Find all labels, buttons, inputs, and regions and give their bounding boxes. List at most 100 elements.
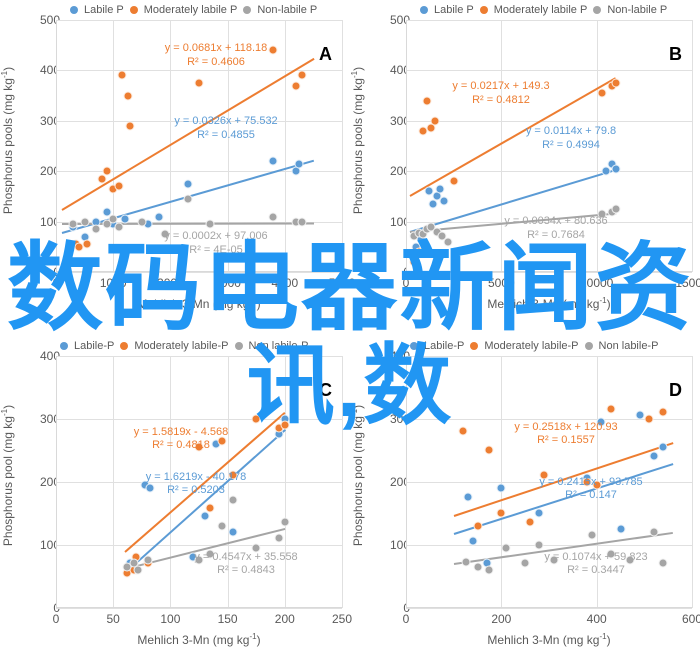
x-axis-label: Mehlich 3-Mn (mg kg-1) [56, 296, 342, 311]
data-point [275, 534, 284, 543]
data-point [611, 205, 620, 214]
xtick: 1000 [88, 276, 138, 290]
ytick: 100 [20, 215, 60, 229]
data-point [430, 116, 439, 125]
x-axis-label: Mehlich 3-Mn (mg kg-1) [406, 632, 692, 647]
legend: Labile PModerately labile PNon-labile P [420, 4, 667, 16]
xtick: 200 [476, 612, 526, 626]
equation-label: y = 1.6219x - 40.178R² = 0.5203 [131, 471, 261, 499]
data-point [497, 509, 506, 518]
y-axis-label: Phosphorus pools (mg kg-1) [350, 50, 366, 230]
equation-label: y = 0.0681x + 118.18R² = 0.4606 [151, 42, 281, 70]
ytick: 200 [370, 475, 410, 489]
data-point [123, 91, 132, 100]
legend-label: Labile-P [424, 340, 464, 352]
legend-dot-icon [470, 342, 478, 350]
equation-label: y = 0.0326x + 75.532R² = 0.4855 [161, 115, 291, 143]
xtick: 10000 [572, 276, 622, 290]
legend-dot-icon [480, 6, 488, 14]
xtick: 5000 [476, 276, 526, 290]
data-point [468, 537, 477, 546]
panel-A: 0100200300400500010002000300040005000y =… [0, 0, 350, 335]
chart-grid: 0100200300400500010002000300040005000y =… [0, 0, 700, 671]
legend: Labile-P Moderately labile-P Non labile-P [410, 340, 658, 352]
panel-letter: B [669, 44, 682, 65]
legend-dot-icon [70, 6, 78, 14]
ytick: 300 [20, 114, 60, 128]
equation-label: y = 0.0217x + 149.3R² = 0.4812 [436, 80, 566, 108]
y-axis-label: Phosphorus pool (mg kg-1) [0, 386, 16, 566]
legend: Labile-PModerately labile-PNon labile-P [60, 340, 308, 352]
data-point [525, 518, 534, 527]
data-point [297, 71, 306, 80]
ytick: 300 [20, 412, 60, 426]
data-point [292, 81, 301, 90]
y-axis-label: Phosphorus pool (mg kg-1) [350, 386, 366, 566]
ytick: 100 [20, 538, 60, 552]
legend-label: Non labile-P [599, 340, 659, 352]
data-point [611, 79, 620, 88]
equation-label: y = 0.4547x + 35.558R² = 0.4843 [181, 551, 311, 579]
legend-label: Labile-P [74, 340, 114, 352]
ytick: 500 [370, 13, 410, 27]
xtick: 0 [381, 276, 431, 290]
legend-label: Moderately labile P [144, 4, 238, 16]
data-point [645, 414, 654, 423]
data-point [83, 240, 92, 249]
panel-B: 0100200300400500050001000015000y = 0.021… [350, 0, 700, 335]
data-point [103, 167, 112, 176]
data-point [280, 420, 289, 429]
ytick: 400 [370, 63, 410, 77]
data-point [587, 531, 596, 540]
ytick: 200 [20, 164, 60, 178]
equation-label: y = 0.2518x + 120.93R² = 0.1557 [501, 421, 631, 449]
data-point [436, 184, 445, 193]
data-point [485, 446, 494, 455]
data-point [269, 157, 278, 166]
data-point [195, 79, 204, 88]
data-point [117, 71, 126, 80]
xtick: 0 [381, 612, 431, 626]
legend-dot-icon [130, 6, 138, 14]
xtick: 150 [203, 612, 253, 626]
data-point [473, 521, 482, 530]
ytick: 400 [20, 63, 60, 77]
data-point [502, 543, 511, 552]
legend-dot-icon [120, 342, 128, 350]
data-point [535, 509, 544, 518]
data-point [154, 212, 163, 221]
legend-dot-icon [420, 6, 428, 14]
legend-label: Moderately labile-P [484, 340, 578, 352]
xtick: 15000 [667, 276, 700, 290]
data-point [485, 565, 494, 574]
data-point [183, 194, 192, 203]
panel-letter: D [669, 380, 682, 401]
legend-label: Moderately labile P [494, 4, 588, 16]
data-point [409, 257, 418, 266]
ytick: 400 [370, 349, 410, 363]
data-point [440, 197, 449, 206]
ytick: 400 [20, 349, 60, 363]
equation-label: y = 0.0002x + 97.006R² = 4E-05 [151, 230, 281, 258]
y-axis-label: Phosphorus pools (mg kg-1) [0, 50, 16, 230]
data-point [114, 222, 123, 231]
xtick: 3000 [203, 276, 253, 290]
legend-dot-icon [585, 342, 593, 350]
data-point [126, 121, 135, 130]
data-point [415, 247, 424, 256]
xtick: 2000 [145, 276, 195, 290]
data-point [422, 96, 431, 105]
data-point [114, 182, 123, 191]
legend-dot-icon [410, 342, 418, 350]
data-point [443, 237, 452, 246]
data-point [69, 220, 78, 229]
x-axis-label: Mehlich 3-Mn (mg kg-1) [406, 296, 692, 311]
data-point [252, 414, 261, 423]
data-point [137, 217, 146, 226]
data-point [497, 483, 506, 492]
xtick: 50 [88, 612, 138, 626]
panel-D: 01002003004000200400600y = 0.2518x + 120… [350, 336, 700, 671]
equation-label: y = 0.1074x + 59.823R² = 0.3447 [531, 551, 661, 579]
equation-label: y = 0.0034x + 80.636R² = 0.7684 [491, 215, 621, 243]
panel-letter: C [319, 380, 332, 401]
